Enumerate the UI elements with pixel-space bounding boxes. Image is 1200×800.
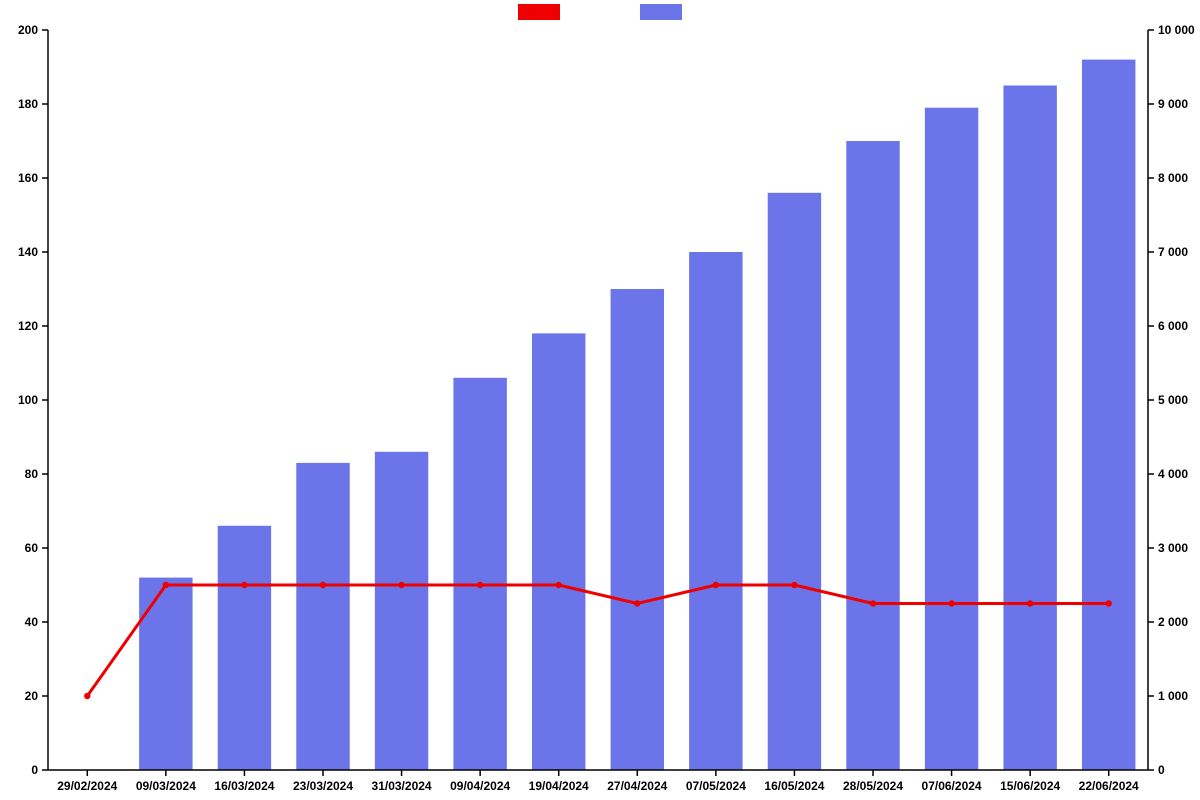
line-marker xyxy=(1027,600,1033,606)
bar xyxy=(689,252,742,770)
y-left-tick-label: 140 xyxy=(18,245,38,259)
x-tick-label: 07/06/2024 xyxy=(922,779,982,793)
bar xyxy=(532,333,585,770)
y-right-tick-label: 1 000 xyxy=(1158,689,1188,703)
y-left-tick-label: 60 xyxy=(25,541,39,555)
x-tick-label: 22/06/2024 xyxy=(1079,779,1139,793)
x-tick-label: 28/05/2024 xyxy=(843,779,903,793)
line-marker xyxy=(84,693,90,699)
dual-axis-chart: 0 20 40 60 80 100 120 140 160 180 200 0 1 000 2 000 3 … xyxy=(0,0,1200,800)
x-tick-label: 23/03/2024 xyxy=(293,779,353,793)
bar xyxy=(139,578,192,770)
line-marker xyxy=(713,582,719,588)
y-right-tick-label: 3 000 xyxy=(1158,541,1188,555)
y-left-tick-label: 0 xyxy=(31,763,38,777)
y-left-tick-label: 20 xyxy=(25,689,39,703)
y-right-tick-label: 4 000 xyxy=(1158,467,1188,481)
bar xyxy=(768,193,821,770)
x-tick-label: 19/04/2024 xyxy=(529,779,589,793)
line-marker xyxy=(634,600,640,606)
y-right-tick-label: 9 000 xyxy=(1158,97,1188,111)
bar xyxy=(611,289,664,770)
y-right-tick-label: 8 000 xyxy=(1158,171,1188,185)
bar xyxy=(1082,60,1135,770)
line-marker xyxy=(241,582,247,588)
bar xyxy=(453,378,506,770)
y-right-tick-label: 2 000 xyxy=(1158,615,1188,629)
bar xyxy=(846,141,899,770)
y-left-tick-label: 40 xyxy=(25,615,39,629)
bar xyxy=(375,452,428,770)
bar xyxy=(925,108,978,770)
x-tick-label: 29/02/2024 xyxy=(57,779,117,793)
x-tick-label: 09/03/2024 xyxy=(136,779,196,793)
y-left-tick-label: 180 xyxy=(18,97,38,111)
line-marker xyxy=(870,600,876,606)
bar xyxy=(1003,86,1056,771)
x-tick-label: 15/06/2024 xyxy=(1000,779,1060,793)
line-marker xyxy=(1106,600,1112,606)
line-marker xyxy=(948,600,954,606)
bar xyxy=(218,526,271,770)
y-right-tick-label: 7 000 xyxy=(1158,245,1188,259)
x-tick-label: 07/05/2024 xyxy=(686,779,746,793)
line-marker xyxy=(791,582,797,588)
line-marker xyxy=(163,582,169,588)
bar xyxy=(296,463,349,770)
y-right-tick-label: 5 000 xyxy=(1158,393,1188,407)
x-tick-label: 16/03/2024 xyxy=(214,779,274,793)
x-tick-label: 16/05/2024 xyxy=(764,779,824,793)
legend-swatch-line xyxy=(518,4,560,20)
y-right-tick-label: 6 000 xyxy=(1158,319,1188,333)
line-marker xyxy=(477,582,483,588)
line-marker xyxy=(398,582,404,588)
y-left-tick-label: 80 xyxy=(25,467,39,481)
y-right-tick-label: 10 000 xyxy=(1158,23,1195,37)
y-left-tick-label: 100 xyxy=(18,393,38,407)
y-left-tick-label: 200 xyxy=(18,23,38,37)
legend-swatch-bar xyxy=(640,4,682,20)
x-tick-label: 31/03/2024 xyxy=(372,779,432,793)
line-marker xyxy=(320,582,326,588)
y-right-tick-label: 0 xyxy=(1158,763,1165,777)
line-marker xyxy=(556,582,562,588)
y-left-tick-label: 160 xyxy=(18,171,38,185)
y-left-tick-label: 120 xyxy=(18,319,38,333)
x-tick-label: 09/04/2024 xyxy=(450,779,510,793)
x-tick-label: 27/04/2024 xyxy=(607,779,667,793)
